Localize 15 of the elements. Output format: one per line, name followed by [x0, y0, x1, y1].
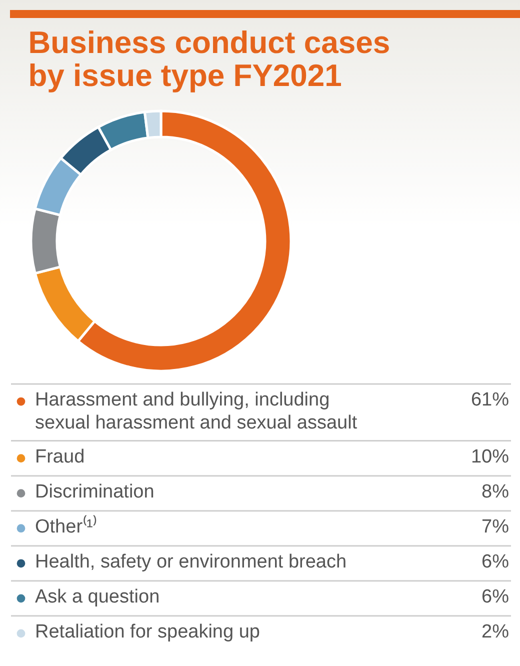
legend-label: Fraud — [35, 446, 85, 468]
data-label: 6% — [482, 586, 510, 608]
data-label: 7% — [482, 516, 510, 538]
legend-label: Other⁽¹⁾ — [35, 514, 97, 538]
legend-label: Retaliation for speaking up — [35, 622, 260, 643]
data-label: 10% — [470, 446, 510, 468]
legend-label: Harassment and bullying, including sexual harassment and sexual assault — [35, 390, 358, 434]
legend-label: Ask a question — [35, 586, 160, 608]
data-label: 61% — [470, 390, 510, 411]
data-label: 6% — [482, 552, 510, 573]
chart-title: Business conduct cases by issue type FY2021 — [28, 25, 390, 93]
data-label: 8% — [482, 481, 510, 502]
legend-label: Health, safety or environment breach — [35, 552, 347, 573]
data-label: 2% — [482, 622, 510, 643]
legend-label: Discrimination — [35, 481, 154, 502]
